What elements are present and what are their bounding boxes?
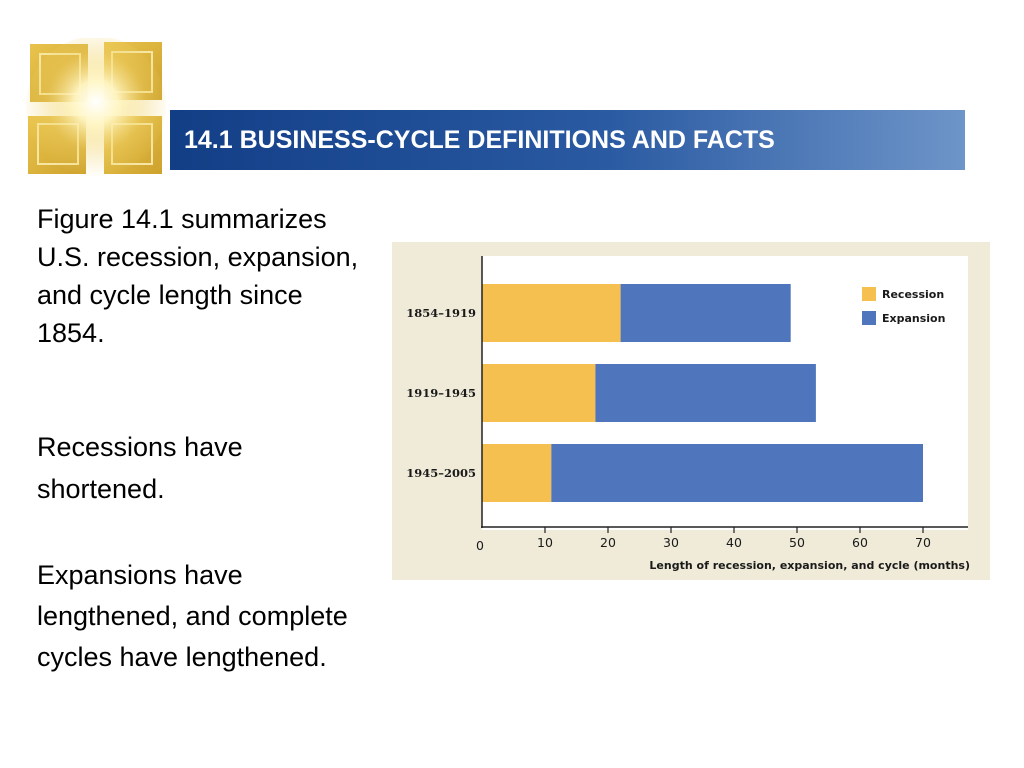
x-tick-label-10: 10: [537, 535, 553, 550]
body-paragraph-2: Recessions have shortened.: [37, 432, 243, 504]
slide-title: 14.1 BUSINESS-CYCLE DEFINITIONS AND FACT…: [184, 126, 775, 154]
legend-label-recession: Recession: [882, 288, 944, 301]
x-tick-label-70: 70: [915, 535, 931, 550]
bar-expansion-1: [620, 284, 791, 342]
chart-panel: 1854–1919 1919–1945 1945–2005 0 10 20 30 40 50 6…: [392, 242, 990, 580]
bar-recession-3: [482, 444, 552, 502]
legend: Recession Expansion: [862, 287, 945, 325]
body-paragraph-3: Expansions have lengthened, and complete…: [37, 560, 348, 672]
title-bar: 14.1 BUSINESS-CYCLE DEFINITIONS AND FACT…: [170, 110, 965, 170]
category-label-3: 1945–2005: [406, 466, 476, 480]
x-axis-title: Length of recession, expansion, and cycl…: [649, 559, 970, 572]
bar-expansion-3: [551, 444, 923, 502]
x-tick-label-20: 20: [600, 535, 616, 550]
x-tick-label-30: 30: [663, 535, 679, 550]
bar-recession-2: [482, 364, 596, 422]
bar-expansion-2: [595, 364, 816, 422]
bars-layer: [482, 284, 923, 502]
x-tick-label-50: 50: [789, 535, 805, 550]
legend-swatch-recession: [862, 287, 876, 301]
x-axis-ticks: 0 10 20 30 40 50 60 70: [476, 527, 931, 553]
bar-recession-1: [482, 284, 621, 342]
slide-logo: [24, 36, 172, 178]
bar-chart: 1854–1919 1919–1945 1945–2005 0 10 20 30 40 50 6…: [392, 242, 990, 580]
body-paragraph-1: Figure 14.1 summarizes U.S. recession, e…: [37, 204, 359, 348]
x-tick-label-0: 0: [476, 538, 484, 553]
category-labels: 1854–1919 1919–1945 1945–2005: [406, 306, 476, 480]
legend-label-expansion: Expansion: [882, 312, 945, 325]
x-tick-label-40: 40: [726, 535, 742, 550]
category-label-2: 1919–1945: [406, 386, 476, 400]
category-label-1: 1854–1919: [406, 306, 476, 320]
legend-swatch-expansion: [862, 311, 876, 325]
x-tick-label-60: 60: [852, 535, 868, 550]
